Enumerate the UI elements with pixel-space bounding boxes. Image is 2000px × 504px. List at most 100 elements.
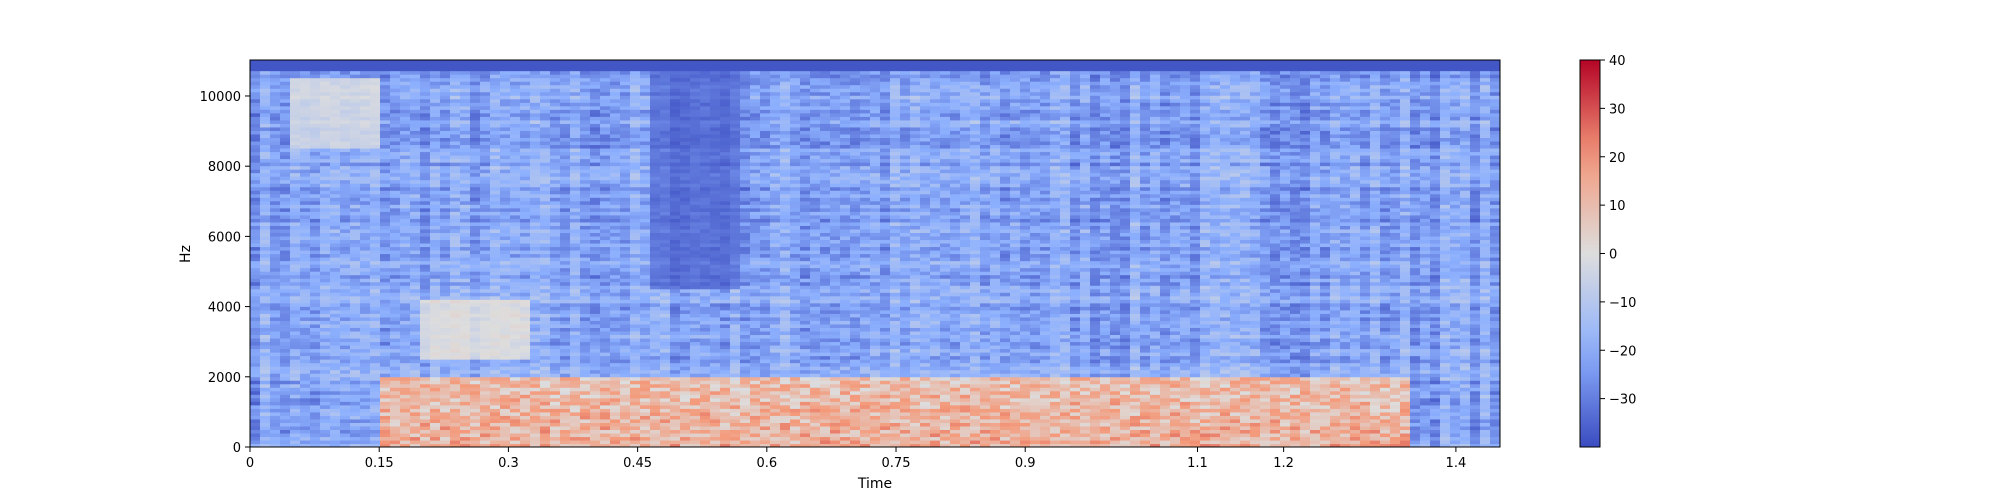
- heatmap-cell: [610, 211, 621, 216]
- heatmap-cell: [540, 397, 551, 402]
- heatmap-cell: [630, 425, 641, 431]
- heatmap-cell: [480, 390, 491, 395]
- heatmap-cell: [350, 109, 361, 114]
- heatmap-cell: [430, 70, 441, 75]
- heatmap-cell: [640, 316, 651, 321]
- heatmap-cell: [290, 278, 301, 283]
- heatmap-cell: [310, 133, 321, 138]
- heatmap-cell: [550, 355, 561, 360]
- heatmap-cell: [600, 95, 611, 100]
- heatmap-cell: [480, 397, 491, 402]
- heatmap-cell: [500, 144, 511, 149]
- heatmap-cell: [260, 330, 271, 336]
- heatmap-cell: [400, 102, 411, 107]
- heatmap-cell: [580, 60, 591, 65]
- heatmap-cell: [500, 411, 511, 416]
- heatmap-cell: [410, 183, 421, 188]
- heatmap-cell: [300, 264, 311, 269]
- heatmap-cell: [610, 352, 621, 357]
- heatmap-cell: [490, 344, 501, 350]
- heatmap-cell: [300, 344, 311, 350]
- heatmap-cell: [690, 116, 701, 121]
- heatmap-cell: [440, 422, 451, 427]
- heatmap-cell: [600, 221, 611, 226]
- heatmap-cell: [500, 313, 511, 318]
- heatmap-cell: [690, 197, 701, 202]
- heatmap-cell: [630, 309, 641, 314]
- heatmap-cell: [600, 369, 611, 374]
- heatmap-cell: [410, 432, 421, 438]
- heatmap-cell: [270, 341, 281, 346]
- heatmap-cell: [530, 60, 541, 65]
- heatmap-cell: [470, 443, 481, 447]
- heatmap-cell: [550, 439, 561, 445]
- heatmap-cell: [610, 359, 621, 364]
- heatmap-cell: [640, 74, 651, 79]
- heatmap-cell: [390, 337, 401, 343]
- heatmap-cell: [620, 165, 631, 170]
- heatmap-cell: [570, 133, 581, 138]
- heatmap-cell: [270, 288, 281, 293]
- heatmap-cell: [420, 299, 431, 304]
- heatmap-cell: [330, 235, 341, 241]
- heatmap-cell: [280, 133, 291, 138]
- heatmap-cell: [490, 383, 501, 388]
- heatmap-cell: [600, 165, 611, 170]
- heatmap-cell: [250, 369, 261, 374]
- heatmap-cell: [540, 267, 551, 272]
- heatmap-cell: [420, 309, 431, 314]
- heatmap-cell: [260, 316, 271, 321]
- heatmap-cell: [370, 77, 381, 82]
- heatmap-cell: [380, 288, 391, 293]
- heatmap-cell: [550, 274, 561, 279]
- heatmap-cell: [310, 295, 321, 300]
- heatmap-cell: [470, 60, 481, 65]
- heatmap-cell: [660, 348, 671, 353]
- heatmap-cell: [590, 186, 601, 191]
- heatmap-cell: [480, 81, 491, 86]
- heatmap-cell: [510, 309, 521, 314]
- heatmap-cell: [490, 77, 501, 82]
- heatmap-cell: [550, 418, 561, 423]
- heatmap-cell: [410, 211, 421, 216]
- heatmap-cell: [370, 341, 381, 346]
- heatmap-cell: [450, 109, 461, 114]
- heatmap-cell: [280, 432, 291, 438]
- heatmap-cell: [280, 200, 291, 205]
- heatmap-cell: [610, 158, 621, 163]
- heatmap-cell: [250, 429, 261, 434]
- heatmap-cell: [390, 341, 401, 346]
- heatmap-cell: [490, 162, 501, 167]
- heatmap-cell: [680, 154, 691, 160]
- heatmap-cell: [280, 436, 291, 441]
- heatmap-cell: [400, 204, 411, 209]
- heatmap-cell: [410, 116, 421, 121]
- heatmap-cell: [480, 235, 491, 241]
- heatmap-cell: [260, 169, 271, 174]
- heatmap-cell: [430, 411, 441, 416]
- heatmap-cell: [630, 81, 641, 86]
- heatmap-cell: [500, 352, 511, 357]
- heatmap-cell: [460, 404, 471, 409]
- heatmap-cell: [540, 359, 551, 364]
- heatmap-cell: [590, 242, 601, 248]
- heatmap-cell: [580, 137, 591, 142]
- heatmap-cell: [370, 337, 381, 343]
- heatmap-cell: [650, 218, 661, 223]
- heatmap-cell: [380, 257, 391, 262]
- heatmap-cell: [250, 299, 261, 304]
- heatmap-cell: [420, 355, 431, 360]
- heatmap-cell: [510, 228, 521, 233]
- heatmap-cell: [560, 225, 571, 230]
- heatmap-cell: [260, 267, 271, 272]
- heatmap-cell: [540, 137, 551, 142]
- heatmap-cell: [550, 235, 561, 241]
- heatmap-cell: [280, 352, 291, 357]
- heatmap-cell: [530, 408, 541, 413]
- heatmap-cell: [520, 140, 531, 146]
- heatmap-cell: [320, 352, 331, 357]
- heatmap-cell: [600, 267, 611, 272]
- heatmap-cell: [410, 299, 421, 304]
- heatmap-cell: [330, 123, 341, 128]
- heatmap-cell: [360, 172, 371, 177]
